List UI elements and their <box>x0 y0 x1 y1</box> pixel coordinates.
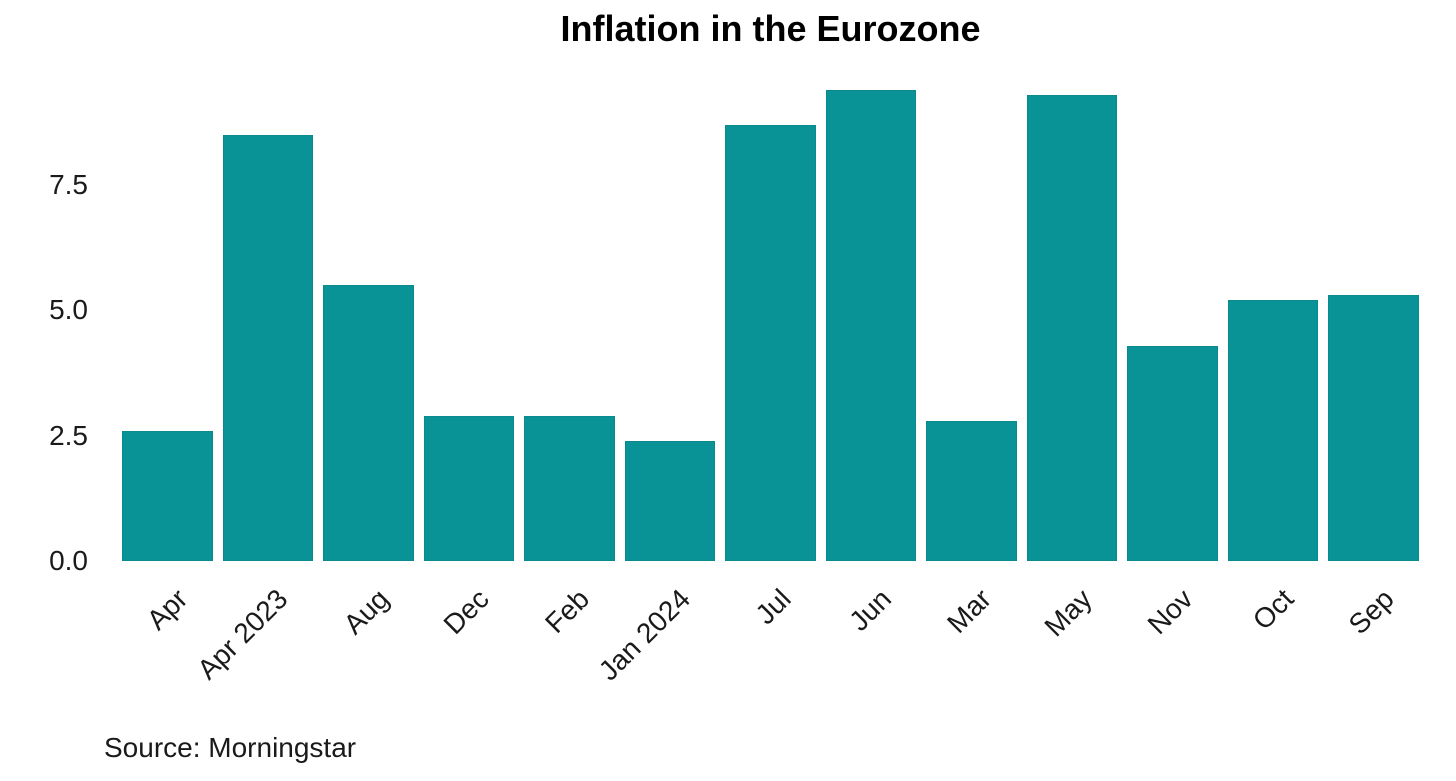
bar-may <box>1026 95 1118 561</box>
x-tick-label: Nov <box>1141 583 1199 641</box>
x-tick-label: May <box>1038 583 1099 643</box>
x-tick-label: Oct <box>1246 583 1300 636</box>
x-tick-label: Apr 2023 <box>191 583 294 686</box>
x-tick-label: Dec <box>437 583 495 641</box>
x-tick-label: Jan 2024 <box>592 583 696 687</box>
bar-jul <box>725 125 816 561</box>
x-axis: Apr Apr 2023 Aug Dec Feb Jan 2024 Jul Jun Mar May… <box>117 561 1424 741</box>
bar-apr <box>122 430 213 561</box>
plot-area <box>117 85 1424 561</box>
chart-title: Inflation in the Eurozone <box>560 8 981 49</box>
x-tick-label: Jul <box>749 583 797 631</box>
bar-jun <box>825 90 917 561</box>
x-tick-label: Jun <box>843 583 897 637</box>
bar-oct <box>1227 300 1319 561</box>
bar-sep <box>1328 295 1419 561</box>
bar-aug <box>323 285 414 561</box>
bar-dec <box>423 415 515 561</box>
bar-mar <box>926 420 1017 561</box>
y-tick-label: 0.0 <box>49 545 88 576</box>
y-axis: 0.0 2.5 5.0 7.5 <box>0 85 88 576</box>
x-tick-label: Mar <box>941 583 998 640</box>
x-tick-label: Sep <box>1342 583 1400 641</box>
x-tick-label: Apr <box>140 583 194 636</box>
y-tick-label: 7.5 <box>49 169 88 201</box>
x-tick-label: Feb <box>539 583 596 640</box>
bar-jan-2024 <box>624 440 716 561</box>
bar-feb <box>524 415 615 561</box>
bar-apr-2023 <box>222 135 314 561</box>
source-caption: Source: Morningstar <box>104 732 357 763</box>
y-tick-label: 5.0 <box>49 294 88 326</box>
bar-nov <box>1127 345 1218 561</box>
x-tick-label: Aug <box>337 583 395 641</box>
y-tick-label: 2.5 <box>49 419 88 451</box>
